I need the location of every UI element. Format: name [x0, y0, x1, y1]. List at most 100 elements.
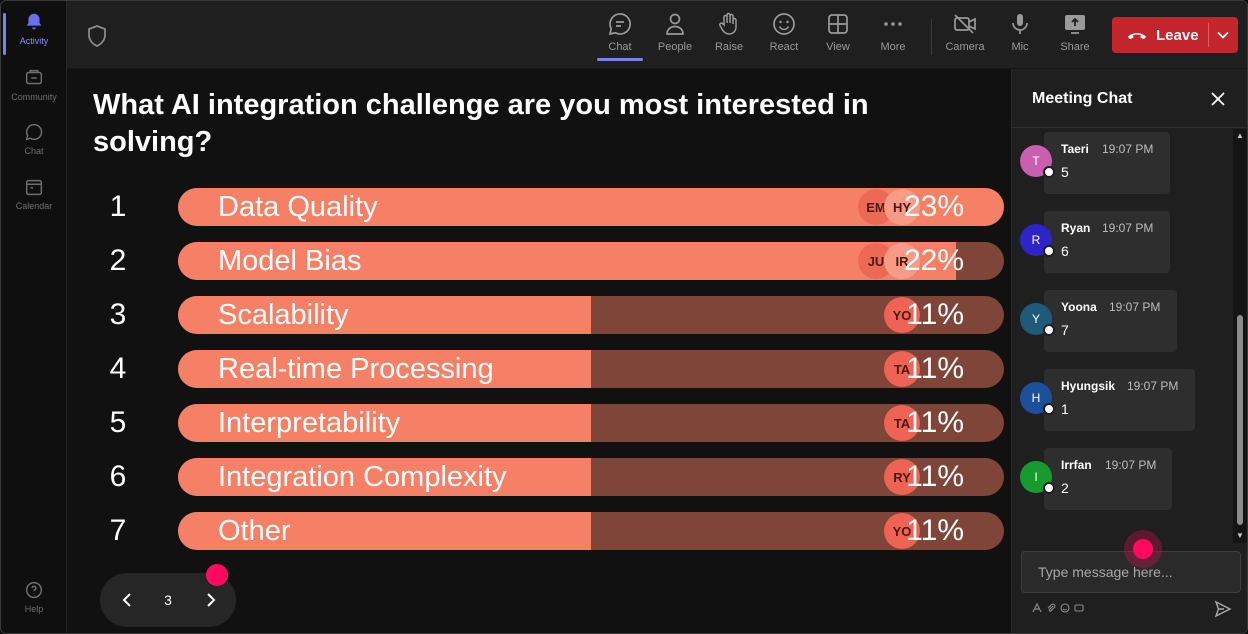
- format-icon[interactable]: [1032, 603, 1042, 613]
- tool-label: People: [657, 41, 693, 53]
- scroll-up-arrow[interactable]: ▲: [1236, 131, 1244, 140]
- poll-result-fill: [178, 296, 591, 334]
- message-time: 19:07 PM: [1127, 379, 1179, 393]
- voter-avatar: YO: [884, 297, 920, 333]
- shield-icon[interactable]: [87, 25, 107, 47]
- raise-hand-button[interactable]: Raise: [704, 11, 754, 63]
- react-button[interactable]: React: [759, 11, 809, 63]
- poll-result-fill: [178, 458, 591, 496]
- emoji-icon[interactable]: [1060, 603, 1070, 613]
- rail-item-label: Calendar: [15, 201, 53, 211]
- sender-name: Yoona: [1061, 300, 1097, 314]
- tool-label: Raise: [714, 41, 744, 53]
- poll-option-percent: 11%: [906, 352, 964, 385]
- leave-button[interactable]: Leave: [1112, 17, 1238, 53]
- poll-result-bar: Model Bias JU IR 22%: [178, 242, 1004, 280]
- message-bubble: Hyungsik 19:07 PM 1: [1044, 369, 1195, 431]
- poll-result-fill: [178, 512, 591, 550]
- sender-name: Hyungsik: [1061, 379, 1116, 393]
- poll-result-bar: Scalability YO 11%: [178, 296, 1004, 334]
- poll-option-label: Model Bias: [218, 245, 362, 277]
- presence-status-icon: [1043, 166, 1055, 178]
- help-icon: [25, 581, 43, 599]
- more-button[interactable]: More: [868, 11, 918, 63]
- poll-option-label: Data Quality: [218, 191, 378, 223]
- scroll-down-arrow[interactable]: ▼: [1236, 531, 1244, 540]
- poll-option-label: Interpretability: [218, 407, 401, 439]
- message-time: 19:07 PM: [1109, 300, 1161, 314]
- camera-button[interactable]: Camera: [940, 11, 990, 63]
- message-text: 6: [1061, 243, 1069, 259]
- chevron-right-icon[interactable]: [201, 590, 221, 610]
- poll-option-percent: 11%: [906, 298, 964, 331]
- poll-result-bar: Data Quality EM HY 23%: [178, 188, 1004, 226]
- leave-separator: [1208, 23, 1209, 47]
- rail-item-calendar[interactable]: Calendar: [1, 176, 67, 226]
- poll-option-number: 1: [109, 190, 127, 223]
- voter-avatar: HY: [884, 189, 920, 225]
- rail-item-help[interactable]: Help: [1, 579, 67, 629]
- mic-button[interactable]: Mic: [995, 11, 1045, 63]
- chat-compose-box[interactable]: [1021, 551, 1241, 593]
- poll-result-bar: Other YO 11%: [178, 512, 1004, 550]
- poll-question: What AI integration challenge are you mo…: [93, 89, 869, 158]
- smiley-icon: [773, 13, 795, 35]
- send-icon[interactable]: [1214, 600, 1232, 618]
- bell-icon: [26, 13, 42, 30]
- poll-result-fill: [178, 404, 591, 442]
- poll-option-percent: 11%: [906, 406, 964, 439]
- view-button[interactable]: View: [813, 11, 863, 63]
- scroll-thumb[interactable]: [1237, 315, 1243, 525]
- message-time: 19:07 PM: [1102, 221, 1154, 235]
- poll-option-percent: 22%: [903, 244, 964, 277]
- chevron-left-icon[interactable]: [117, 590, 137, 610]
- microphone-icon: [1012, 14, 1028, 34]
- share-button[interactable]: Share: [1050, 11, 1100, 63]
- poll-result-bar: Interpretability TA 11%: [178, 404, 1004, 442]
- poll-option-label: Other: [218, 515, 291, 547]
- poll-result-bar: Integration Complexity RY 11%: [178, 458, 1004, 496]
- app-rail: Activity Community Chat Calendar Help: [1, 1, 67, 633]
- poll-option-number: 3: [109, 298, 127, 331]
- presence-status-icon: [1043, 245, 1055, 257]
- pointer-indicator: [206, 564, 228, 586]
- chat-scrollbar[interactable]: ▲ ▼: [1233, 129, 1247, 543]
- share-screen-icon: [1065, 15, 1085, 34]
- poll-option-row: 2 Model Bias JU IR 22%: [67, 241, 1011, 281]
- rail-item-community[interactable]: Community: [1, 67, 67, 117]
- poll-option-row: 7 Other YO 11%: [67, 511, 1011, 551]
- poll-option-row: 1 Data Quality EM HY 23%: [67, 187, 1011, 227]
- people-button[interactable]: People: [650, 11, 700, 63]
- poll-option-number: 7: [109, 514, 127, 547]
- tool-label: View: [826, 41, 850, 53]
- message-input[interactable]: [1022, 552, 1240, 592]
- poll-result-fill: [178, 350, 591, 388]
- poll-option-row: 3 Scalability YO 11%: [67, 295, 1011, 335]
- poll-result-bar: Real-time Processing TA 11%: [178, 350, 1004, 388]
- chat-title: Meeting Chat: [1032, 90, 1133, 107]
- sender-name: Irrfan: [1061, 458, 1092, 472]
- leave-label: Leave: [1156, 26, 1199, 44]
- poll-option-number: 6: [109, 460, 127, 493]
- close-icon[interactable]: [1209, 90, 1227, 108]
- rail-item-activity[interactable]: Activity: [1, 11, 67, 61]
- message-bubble: Yoona 19:07 PM 7: [1044, 290, 1177, 352]
- rail-item-chat[interactable]: Chat: [1, 121, 67, 171]
- message-text: 1: [1061, 401, 1069, 417]
- tool-label: Mic: [1011, 41, 1029, 53]
- rail-item-label: Chat: [24, 146, 44, 156]
- gif-icon[interactable]: [1074, 603, 1084, 613]
- calendar-icon: [25, 179, 43, 196]
- grid-view-icon: [828, 14, 848, 34]
- hand-icon: [719, 12, 737, 35]
- message-bubble: Ryan 19:07 PM 6: [1044, 211, 1170, 273]
- chat-divider: [1012, 127, 1247, 128]
- chat-toggle-button[interactable]: Chat: [595, 11, 645, 63]
- attach-icon[interactable]: [1046, 603, 1056, 613]
- tool-label: More: [880, 41, 906, 53]
- voter-avatar: TA: [884, 351, 920, 387]
- chevron-down-icon[interactable]: [1213, 25, 1233, 45]
- poll-option-percent: 23%: [903, 190, 964, 223]
- poll-option-label: Integration Complexity: [218, 461, 507, 493]
